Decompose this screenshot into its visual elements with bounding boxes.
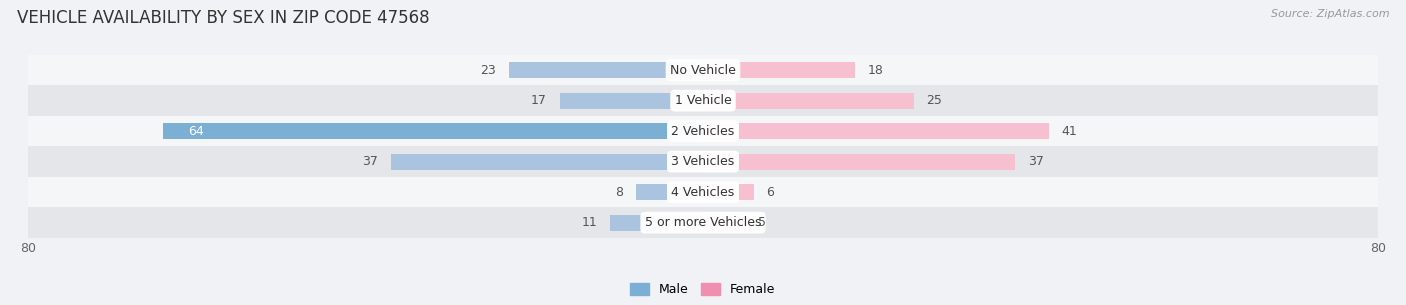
Text: 11: 11 (582, 216, 598, 229)
Text: Source: ZipAtlas.com: Source: ZipAtlas.com (1271, 9, 1389, 19)
Bar (28, 85, 1378, 116)
Bar (28, 116, 1378, 146)
Text: 6: 6 (766, 186, 775, 199)
Text: 37: 37 (1028, 155, 1043, 168)
Bar (509, 62, 703, 78)
Bar (560, 93, 703, 109)
Bar (28, 146, 1378, 177)
Bar (163, 123, 703, 139)
Text: No Vehicle: No Vehicle (671, 64, 735, 77)
Text: 8: 8 (614, 186, 623, 199)
Bar (703, 62, 855, 78)
Text: VEHICLE AVAILABILITY BY SEX IN ZIP CODE 47568: VEHICLE AVAILABILITY BY SEX IN ZIP CODE … (17, 9, 429, 27)
Bar (636, 184, 703, 200)
Bar (28, 207, 1378, 238)
Text: 2 Vehicles: 2 Vehicles (672, 125, 734, 138)
Text: 5 or more Vehicles: 5 or more Vehicles (645, 216, 761, 229)
Text: 37: 37 (363, 155, 378, 168)
Text: 4 Vehicles: 4 Vehicles (672, 186, 734, 199)
Text: 23: 23 (481, 64, 496, 77)
Bar (28, 55, 1378, 85)
Text: 64: 64 (188, 125, 204, 138)
Bar (703, 184, 754, 200)
Text: 41: 41 (1062, 125, 1077, 138)
Bar (703, 154, 1015, 170)
Bar (391, 154, 703, 170)
Bar (28, 177, 1378, 207)
Text: 3 Vehicles: 3 Vehicles (672, 155, 734, 168)
Text: 5: 5 (758, 216, 766, 229)
Text: 18: 18 (868, 64, 883, 77)
Text: 25: 25 (927, 94, 942, 107)
Bar (703, 123, 1049, 139)
Text: 17: 17 (531, 94, 547, 107)
Bar (703, 93, 914, 109)
Bar (610, 215, 703, 231)
Bar (703, 215, 745, 231)
Legend: Male, Female: Male, Female (626, 278, 780, 301)
Text: 1 Vehicle: 1 Vehicle (675, 94, 731, 107)
